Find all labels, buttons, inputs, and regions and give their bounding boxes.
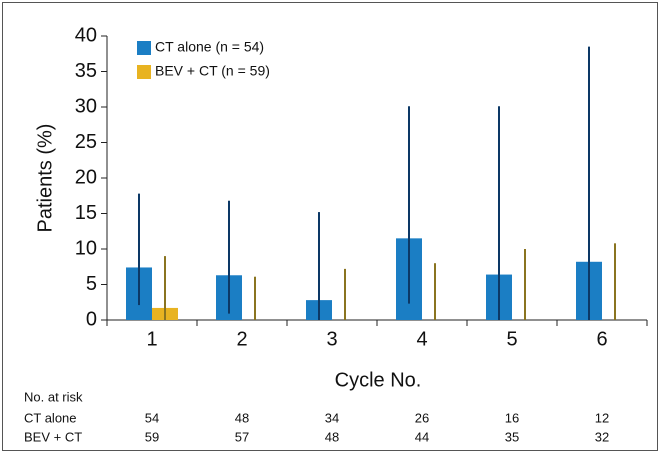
legend-label: BEV + CT (n = 59)	[155, 63, 270, 79]
legend-swatch	[137, 41, 151, 55]
risk-value: 26	[415, 410, 429, 425]
risk-value: 48	[325, 429, 339, 444]
risk-value: 48	[235, 410, 249, 425]
x-tick-label: 4	[416, 328, 427, 350]
risk-table-title: No. at risk	[24, 389, 83, 404]
risk-value: 44	[415, 429, 429, 444]
risk-row-label: CT alone	[24, 410, 77, 425]
x-tick-label: 6	[596, 328, 607, 350]
risk-value: 12	[595, 410, 609, 425]
y-tick-label: 30	[75, 95, 97, 117]
risk-value: 32	[595, 429, 609, 444]
y-axis-label: Patients (%)	[34, 124, 56, 233]
x-axis-label: Cycle No.	[335, 369, 422, 391]
risk-value: 34	[325, 410, 339, 425]
legend-swatch	[137, 65, 151, 79]
y-tick-label: 40	[75, 24, 97, 46]
y-tick-label: 15	[75, 202, 97, 224]
y-tick-label: 20	[75, 166, 97, 188]
risk-value: 54	[145, 410, 159, 425]
risk-value: 57	[235, 429, 249, 444]
x-tick-label: 3	[326, 328, 337, 350]
y-tick-label: 0	[86, 308, 97, 330]
x-tick-label: 5	[506, 328, 517, 350]
risk-value: 16	[505, 410, 519, 425]
y-tick-label: 5	[86, 273, 97, 295]
risk-value: 35	[505, 429, 519, 444]
y-tick-label: 35	[75, 60, 97, 82]
x-tick-label: 1	[146, 328, 157, 350]
risk-row-label: BEV + CT	[24, 429, 82, 444]
legend-label: CT alone (n = 54)	[155, 39, 264, 55]
risk-value: 59	[145, 429, 159, 444]
y-tick-label: 10	[75, 237, 97, 259]
x-tick-label: 2	[236, 328, 247, 350]
y-tick-label: 25	[75, 131, 97, 153]
